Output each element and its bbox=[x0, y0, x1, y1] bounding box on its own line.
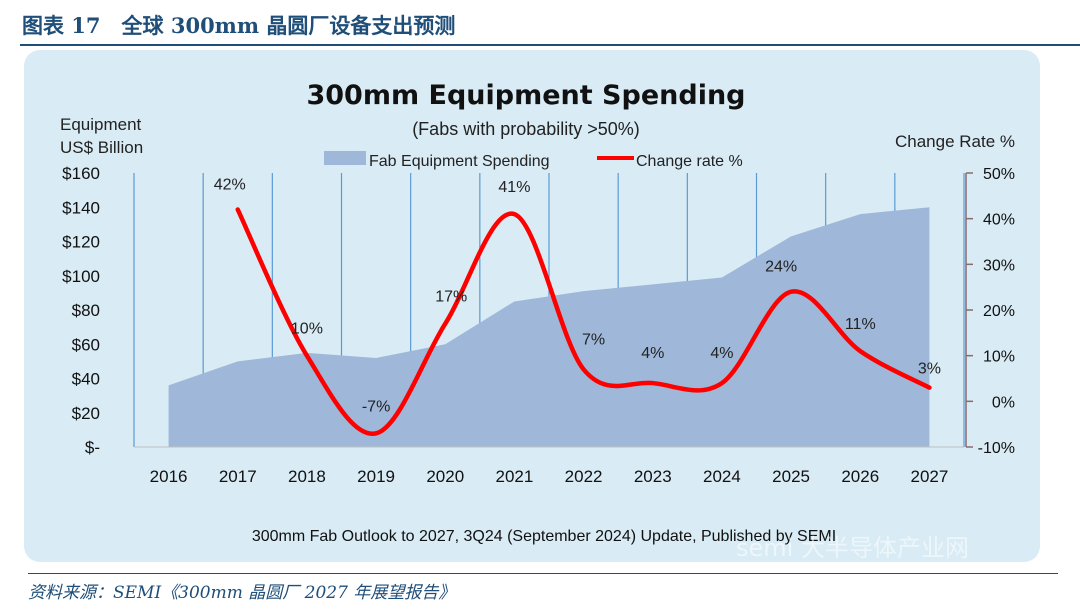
equipment-spending-chart: $- $20 $40 $60 $80 $100 $120 $140 $160 -10% 0% 10% 2… bbox=[60, 80, 1015, 562]
change-rate-data-label: 24% bbox=[765, 259, 797, 276]
change-rate-data-label: 3% bbox=[918, 361, 941, 378]
x-tick-label: 2016 bbox=[150, 467, 188, 486]
y-left-tick-label: $160 bbox=[62, 164, 100, 183]
x-tick-label: 2022 bbox=[565, 467, 603, 486]
y-right-tick-label: 20% bbox=[983, 303, 1015, 320]
y-left-tick-label: $120 bbox=[62, 233, 100, 252]
legend: Fab Equipment Spending Change rate % bbox=[324, 151, 743, 170]
x-tick-label: 2025 bbox=[772, 467, 810, 486]
change-rate-data-label: 17% bbox=[435, 289, 467, 306]
x-tick-label: 2020 bbox=[426, 467, 464, 486]
change-rate-line bbox=[235, 207, 932, 436]
legend-swatch-spending bbox=[324, 151, 366, 165]
chart-panel: $- $20 $40 $60 $80 $100 $120 $140 $160 -10% 0% 10% 2… bbox=[24, 50, 1040, 562]
data-labels-layer: 42% 10% -7% 17% 41% 7% 4% 4% 24% 11% 3% bbox=[214, 177, 941, 416]
x-tick-label: 2024 bbox=[703, 467, 741, 486]
y-left-tick-label: $40 bbox=[72, 370, 100, 389]
change-rate-data-label: 42% bbox=[214, 177, 246, 194]
change-rate-data-label: 11% bbox=[845, 316, 876, 333]
axes-layer: $- $20 $40 $60 $80 $100 $120 $140 $160 -10% 0% 10% 2… bbox=[62, 164, 1015, 486]
x-tick-label: 2026 bbox=[841, 467, 879, 486]
x-tick-label: 2023 bbox=[634, 467, 672, 486]
x-tick-label: 2019 bbox=[357, 467, 395, 486]
change-rate-data-label: 4% bbox=[710, 345, 733, 362]
figure-footer: 资料来源：SEMI《300mm 晶圆厂 2027 年展望报告》 bbox=[28, 573, 1058, 604]
change-rate-data-label: 41% bbox=[498, 179, 530, 196]
y-right-tick-label: 30% bbox=[983, 257, 1015, 274]
figure-header-rule bbox=[20, 44, 1080, 46]
y-left-tick-label: $100 bbox=[62, 267, 100, 286]
chart-title: 300mm Equipment Spending bbox=[306, 80, 745, 111]
y-right-tick-label: -10% bbox=[978, 440, 1015, 457]
x-tick-label: 2027 bbox=[911, 467, 949, 486]
y-right-tick-label: 50% bbox=[983, 166, 1015, 183]
y-left-tick-label: $- bbox=[85, 438, 100, 457]
x-tick-label: 2017 bbox=[219, 467, 257, 486]
y-left-tick-label: $140 bbox=[62, 198, 100, 217]
change-rate-data-label: 7% bbox=[582, 331, 605, 348]
change-rate-line-layer bbox=[235, 207, 932, 436]
y-right-tick-label: 0% bbox=[992, 394, 1015, 411]
x-tick-label: 2021 bbox=[496, 467, 534, 486]
change-rate-data-label: -7% bbox=[362, 398, 390, 415]
y-axis-left-label-line: Equipment bbox=[60, 115, 142, 134]
change-rate-data-label: 4% bbox=[641, 345, 664, 362]
y-right-tick-label: 10% bbox=[983, 349, 1015, 366]
legend-label-spending: Fab Equipment Spending bbox=[369, 153, 550, 170]
source-note: 资料来源：SEMI《300mm 晶圆厂 2027 年展望报告》 bbox=[28, 583, 456, 603]
y-left-tick-label: $80 bbox=[72, 301, 100, 320]
figure-header-text: 图表 17 全球 300mm 晶圆厂设备支出预测 bbox=[22, 13, 456, 38]
figure-header: 图表 17 全球 300mm 晶圆厂设备支出预测 bbox=[10, 4, 1080, 46]
chart-source-caption: 300mm Fab Outlook to 2027, 3Q24 (Septemb… bbox=[252, 528, 836, 545]
x-tick-label: 2018 bbox=[288, 467, 326, 486]
y-left-tick-label: $20 bbox=[72, 404, 100, 423]
watermark: semi 大半导体产业网 bbox=[736, 534, 969, 562]
change-rate-data-label: 10% bbox=[291, 321, 323, 338]
chart-subtitle: (Fabs with probability >50%) bbox=[412, 119, 640, 139]
spending-area-layer bbox=[168, 207, 930, 447]
legend-label-change-rate: Change rate % bbox=[636, 153, 743, 170]
y-right-tick-label: 40% bbox=[983, 212, 1015, 229]
y-axis-right-label: Change Rate % bbox=[895, 132, 1015, 151]
y-axis-left-label: Equipment US$ Billion bbox=[60, 115, 143, 157]
y-axis-left-label-line: US$ Billion bbox=[60, 138, 143, 157]
spending-area bbox=[168, 207, 930, 447]
y-left-tick-label: $60 bbox=[72, 335, 100, 354]
